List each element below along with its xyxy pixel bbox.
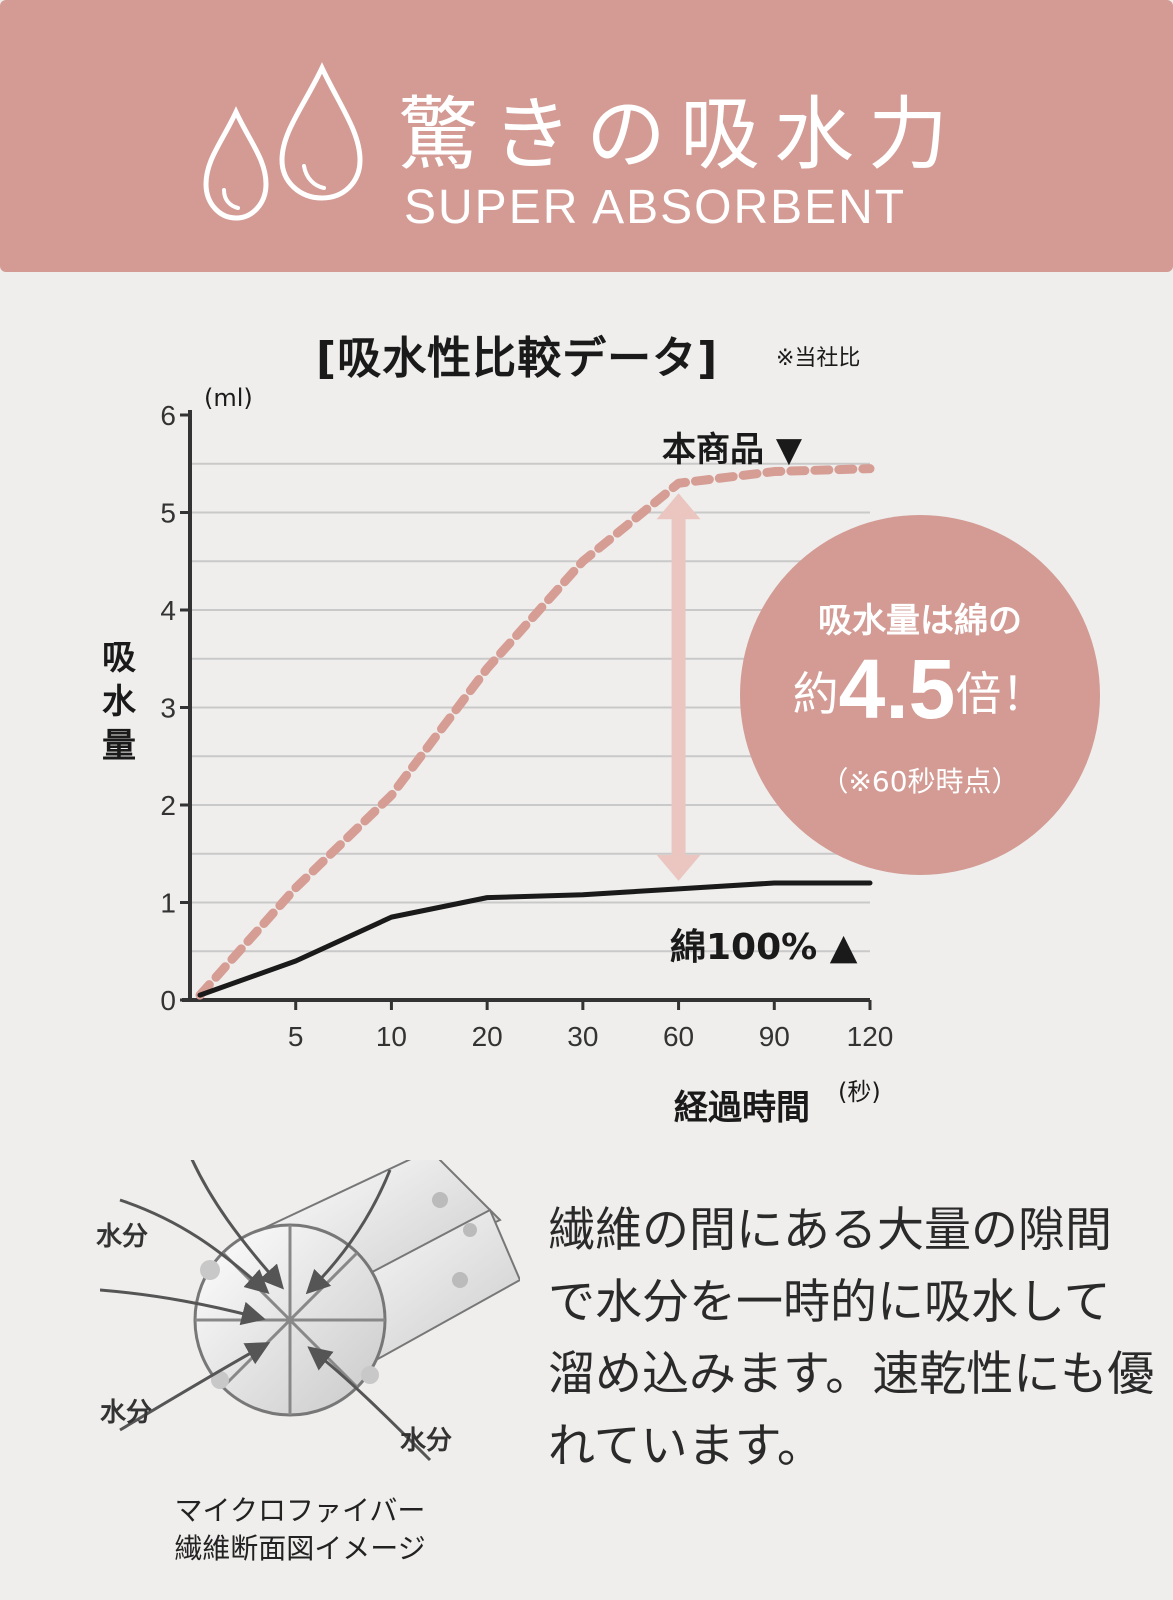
x-tick-label: 5: [288, 1021, 304, 1052]
description-line-4: れています。: [548, 1419, 824, 1474]
y-axis-label: 吸水量: [102, 638, 136, 766]
x-axis-label: 経過時間: [674, 1088, 810, 1128]
description-line-3: 溜め込みます。速乾性にも優: [548, 1347, 1155, 1402]
fiber-caption-line1: マイクロファイバー: [174, 1494, 426, 1527]
badge-prefix: 約: [792, 667, 839, 721]
comparison-badge: 吸水量は綿の 約4.5倍！ （※60秒時点）: [740, 515, 1100, 875]
badge-number: 4.5: [838, 642, 956, 736]
badge-suffix: 倍！: [955, 667, 1048, 721]
comparison-arrow-head-down: [656, 854, 701, 881]
data-point-product: [582, 560, 584, 562]
description-text: 繊維の間にある大量の隙間 で水分を一時的に吸水して 溜め込みます。速乾性にも優 …: [548, 1195, 1155, 1483]
x-unit-label: (秒): [838, 1078, 881, 1106]
description-line-1: 繊維の間にある大量の隙間: [548, 1203, 1112, 1258]
legend-cotton: 綿100% ▲: [670, 927, 858, 968]
fiber-label-moisture-3: 水分: [400, 1426, 453, 1456]
data-point-cotton: [678, 888, 680, 890]
data-point-cotton: [390, 916, 392, 918]
data-point-cotton: [295, 960, 297, 962]
badge-line1: 吸水量は綿の: [818, 601, 1022, 641]
data-point-product: [390, 794, 392, 796]
x-tick-label: 120: [847, 1021, 894, 1052]
x-tick-label: 20: [472, 1021, 503, 1052]
page-title: 驚きの吸水力: [398, 88, 962, 181]
y-tick-label: 6: [160, 400, 176, 431]
header-banner: 驚きの吸水力 SUPER ABSORBENT: [0, 0, 1173, 272]
fiber-cross-section-illustration: [100, 1160, 520, 1462]
line-chart: 0 1 2 3 4 5 6 5 10 20 30 60 90 120: [160, 400, 894, 1052]
fiber-caption-line2: 繊維断面図イメージ: [174, 1532, 426, 1565]
data-point-cotton: [582, 894, 584, 896]
fiber-caption: マイクロファイバー 繊維断面図イメージ: [100, 1492, 500, 1568]
data-point-product: [773, 471, 775, 473]
y-tick-label: 4: [160, 595, 176, 626]
data-point-product: [869, 468, 871, 470]
x-tick-label: 10: [376, 1021, 407, 1052]
data-point-cotton: [869, 882, 871, 884]
comparison-arrow-head-up: [656, 493, 701, 520]
chart-note: ※当社比: [776, 346, 861, 371]
x-tick-label: 90: [759, 1021, 790, 1052]
water-drops-icon: [203, 62, 363, 221]
data-point-cotton: [486, 897, 488, 899]
y-tick-label: 0: [160, 985, 176, 1016]
y-tick-label: 3: [160, 693, 176, 724]
x-tick-label: 60: [663, 1021, 694, 1052]
y-tick-label: 2: [160, 790, 176, 821]
series-line-cotton: [197, 880, 873, 998]
y-unit-label: (ml): [204, 384, 253, 412]
chart-title: [吸水性比較データ]: [316, 333, 719, 384]
y-tick-label: 1: [160, 888, 176, 919]
badge-line3: （※60秒時点）: [820, 765, 1020, 798]
data-point-product: [486, 668, 488, 669]
series-line-product: [195, 464, 875, 1000]
description-line-2: で水分を一時的に吸水して: [548, 1275, 1111, 1330]
data-point-cotton: [199, 994, 201, 996]
fiber-label-moisture-2: 水分: [100, 1398, 153, 1428]
badge-line2: 約4.5倍！: [740, 641, 1100, 738]
data-point-product: [295, 887, 297, 889]
page-subtitle: SUPER ABSORBENT: [404, 181, 907, 234]
data-point-product: [678, 482, 680, 484]
legend-product: 本商品 ▼: [662, 430, 802, 470]
data-point-cotton: [773, 882, 775, 884]
fiber-label-moisture-1: 水分: [96, 1222, 149, 1252]
y-tick-label: 5: [160, 498, 176, 529]
x-tick-label: 30: [567, 1021, 598, 1052]
